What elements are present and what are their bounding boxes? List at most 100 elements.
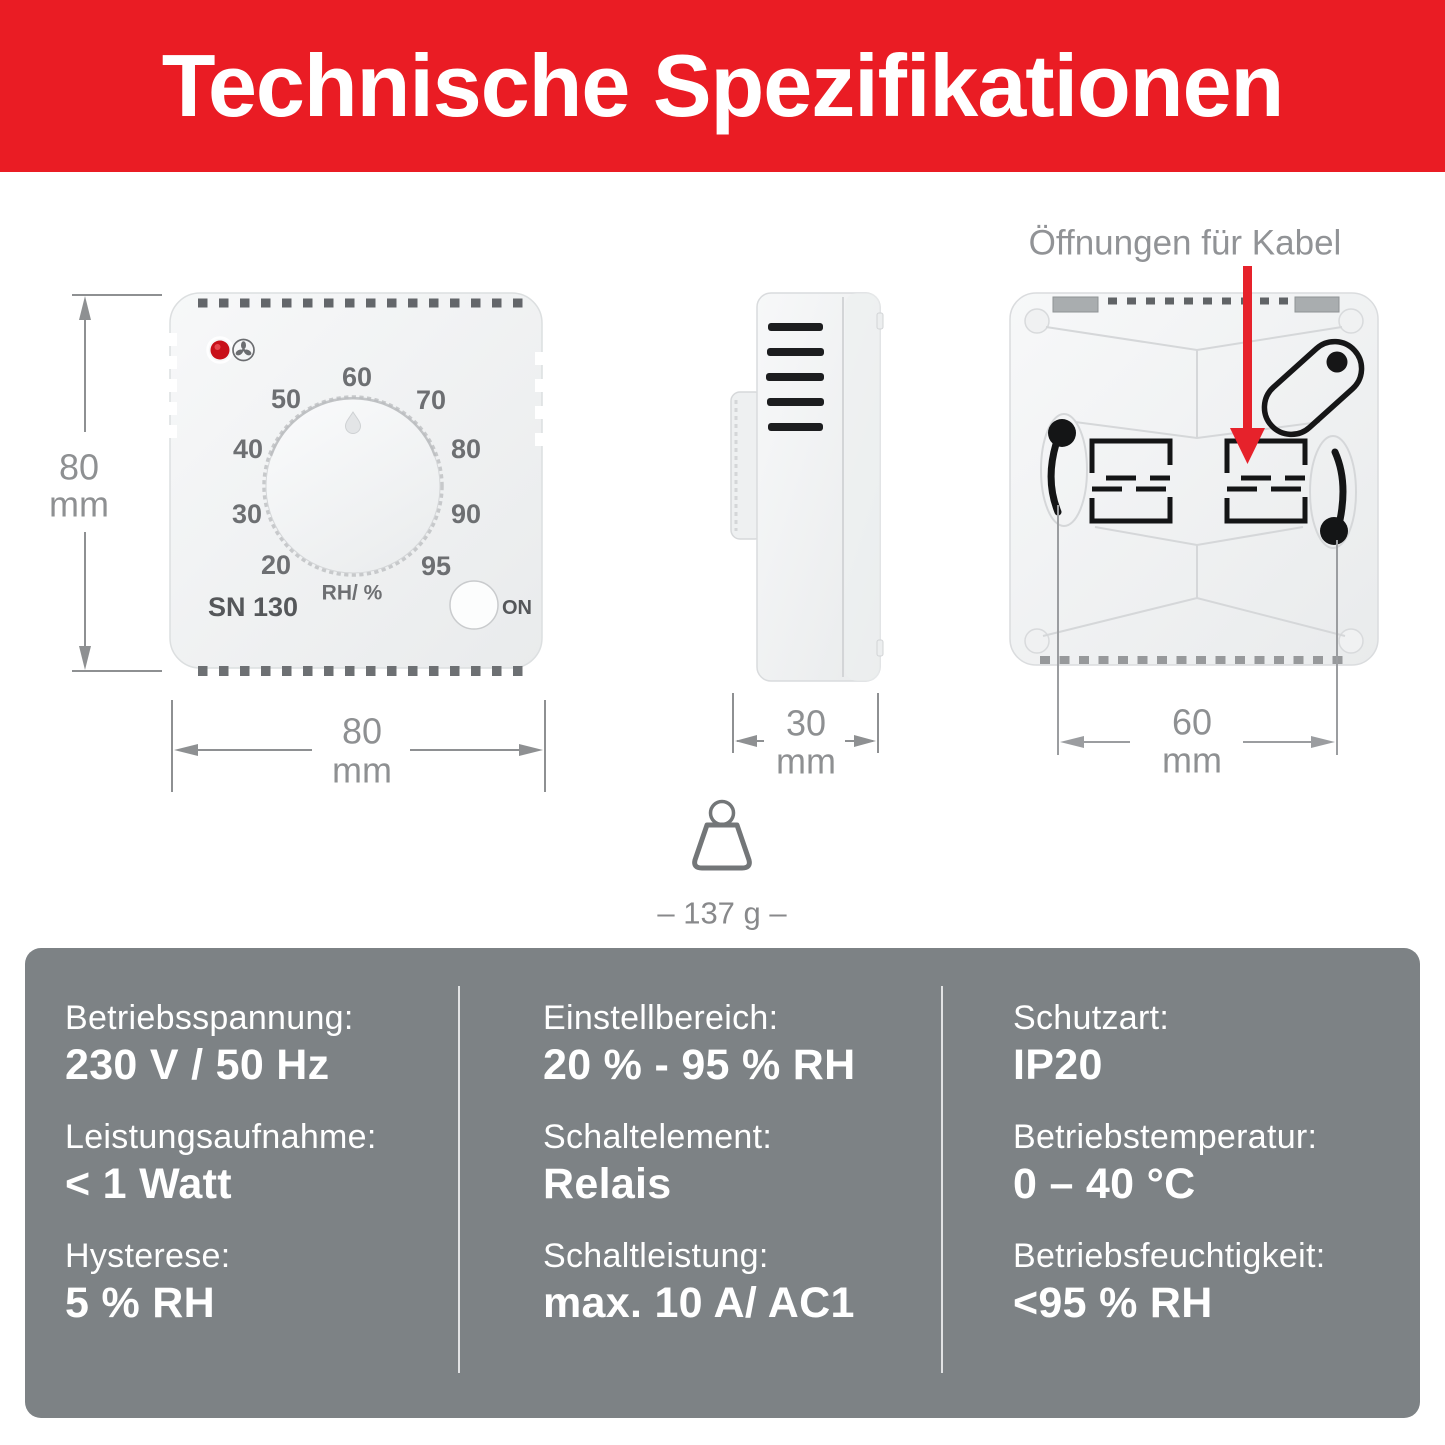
dial-scale-value: 80	[451, 434, 481, 464]
column-divider	[941, 986, 943, 1373]
mounting-slot-left	[1048, 419, 1076, 447]
on-button-label: ON	[502, 597, 532, 619]
column-divider	[458, 986, 460, 1373]
spec-label: Leistungsaufnahme:	[65, 1118, 377, 1156]
side-backplate	[845, 293, 880, 681]
side-vents	[766, 323, 824, 431]
spec-item: Schutzart: IP20	[1013, 998, 1403, 1091]
spec-label: Betriebsspannung:	[65, 999, 354, 1037]
spec-item: Betriebsspannung: 230 V / 50 Hz	[65, 998, 455, 1091]
height-dimension-value: 80	[59, 447, 99, 488]
spec-item: Hysterese: 5 % RH	[65, 1236, 455, 1329]
droplet-icon	[344, 411, 362, 434]
arrow-right-icon	[854, 735, 876, 747]
arrow-left-icon	[735, 735, 757, 747]
spec-label: Schaltleistung:	[543, 1237, 769, 1275]
dial-scale-value: 20	[261, 550, 291, 580]
side-view: 30 mm	[730, 292, 884, 782]
spec-item: Betriebsfeuchtigkeit: <95 % RH	[1013, 1236, 1403, 1329]
status-led	[210, 340, 230, 360]
weight-label: – 137 g –	[657, 896, 787, 931]
spec-value: 230 V / 50 Hz	[65, 1041, 330, 1089]
dial-scale-value: 60	[342, 362, 372, 392]
arrow-right-icon	[1311, 736, 1335, 748]
dial-scale-value: 50	[271, 384, 301, 414]
spec-label: Schutzart:	[1013, 999, 1170, 1037]
mounting-slot-outline	[1040, 413, 1088, 527]
keyhole-slot	[1261, 338, 1365, 438]
spacing-dimension-value: 60	[1172, 702, 1212, 743]
spec-item: Leistungsaufnahme: < 1 Watt	[65, 1117, 455, 1210]
arrow-left-icon	[174, 744, 198, 756]
spec-value: max. 10 A/ AC1	[543, 1279, 855, 1327]
mounting-slot-right	[1331, 448, 1347, 524]
cable-callout-arrow	[1243, 266, 1252, 430]
spec-item: Einstellbereich: 20 % - 95 % RH	[543, 998, 933, 1091]
arrow-right-icon	[519, 744, 543, 756]
mounting-slot-right	[1320, 517, 1348, 545]
width-dimension	[171, 700, 546, 792]
led-highlight	[214, 344, 221, 350]
spec-label: Betriebstemperatur:	[1013, 1118, 1318, 1156]
top-clip	[1052, 296, 1099, 313]
spec-column-electrical: Betriebsspannung: 230 V / 50 Hz Leistung…	[65, 998, 455, 1355]
side-notches	[166, 333, 546, 446]
dial-scale-value: 30	[232, 499, 262, 529]
weight-figure: – 137 g –	[657, 799, 787, 931]
dial-scale-unit: RH/ %	[322, 582, 383, 605]
width-dimension-unit: mm	[332, 750, 392, 791]
dial-scale-value: 70	[416, 385, 446, 415]
mount-clip	[876, 312, 884, 330]
top-clip	[1294, 296, 1340, 313]
arrow-down-icon	[79, 646, 91, 670]
spec-item: Betriebstemperatur: 0 – 40 °C	[1013, 1117, 1403, 1210]
keyhole-dot	[1326, 351, 1348, 373]
page-title: Technische Spezifikationen	[161, 36, 1285, 135]
back-view: Öffnungen für Kabel	[1009, 224, 1379, 781]
header-banner: Technische Spezifikationen	[0, 0, 1445, 172]
spec-label: Einstellbereich:	[543, 999, 779, 1037]
spec-value: IP20	[1013, 1041, 1103, 1089]
spec-item: Schaltelement: Relais	[543, 1117, 933, 1210]
cable-callout-arrowhead	[1230, 428, 1265, 464]
on-button	[449, 580, 499, 630]
dial-scale-value: 90	[451, 499, 481, 529]
mounting-slot-left	[1047, 440, 1062, 516]
specs-panel: Betriebsspannung: 230 V / 50 Hz Leistung…	[25, 948, 1420, 1418]
back-panel-ridges	[1042, 326, 1346, 637]
cable-openings-right	[1224, 438, 1308, 524]
front-view: 20 30 40 50 60 70 80 90 95 RH/ % SN 130 …	[49, 292, 546, 792]
spec-label: Schaltelement:	[543, 1118, 773, 1156]
spec-label: Hysterese:	[65, 1237, 231, 1275]
mounting-slot-outline	[1309, 435, 1357, 549]
height-dimension-unit: mm	[49, 484, 109, 525]
depth-dimension-value: 30	[786, 703, 826, 744]
cable-openings-left	[1089, 438, 1173, 524]
spec-label: Betriebsfeuchtigkeit:	[1013, 1237, 1326, 1275]
dial-scale-value: 40	[233, 434, 263, 464]
spec-value: < 1 Watt	[65, 1160, 232, 1208]
model-label: SN 130	[208, 592, 298, 622]
spec-item: Schaltleistung: max. 10 A/ AC1	[543, 1236, 933, 1329]
spec-value: Relais	[543, 1160, 672, 1208]
fan-icon	[232, 338, 255, 362]
spacing-dimension-unit: mm	[1162, 740, 1222, 781]
dial-rim-shade	[269, 396, 437, 457]
arrow-left-icon	[1060, 736, 1084, 748]
weight-icon	[708, 799, 736, 827]
weight-icon	[692, 822, 752, 871]
cable-openings-annotation: Öffnungen für Kabel	[1029, 224, 1342, 263]
arrow-up-icon	[79, 296, 91, 320]
height-dimension	[72, 294, 162, 672]
spec-value: 0 – 40 °C	[1013, 1160, 1196, 1208]
width-dimension-value: 80	[342, 711, 382, 752]
spec-column-environment: Schutzart: IP20 Betriebstemperatur: 0 – …	[1013, 998, 1403, 1355]
dial-scale-value: 95	[421, 551, 451, 581]
spec-value: 20 % - 95 % RH	[543, 1041, 856, 1089]
spec-value: <95 % RH	[1013, 1279, 1213, 1327]
device-back-body	[1009, 292, 1379, 666]
mount-clip	[876, 639, 884, 657]
spec-value: 5 % RH	[65, 1279, 215, 1327]
